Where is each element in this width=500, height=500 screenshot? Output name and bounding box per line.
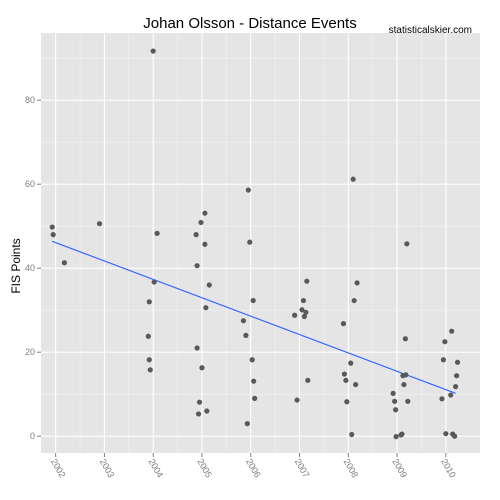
data-point xyxy=(390,390,396,396)
data-point xyxy=(251,378,257,384)
data-point xyxy=(199,365,205,371)
data-point xyxy=(204,408,210,414)
data-point xyxy=(340,321,347,327)
data-point xyxy=(449,328,455,334)
data-point xyxy=(300,297,307,304)
data-point xyxy=(351,297,357,304)
data-point xyxy=(146,299,152,305)
data-point xyxy=(453,373,460,379)
y-axis-label: FIS Points xyxy=(9,238,23,293)
data-point xyxy=(349,431,355,438)
data-point xyxy=(203,305,209,311)
x-tick-label: 2008 xyxy=(342,457,361,479)
data-point xyxy=(348,360,354,366)
chart-title: Johan Olsson - Distance Events xyxy=(143,15,356,32)
data-point xyxy=(250,297,256,304)
data-point xyxy=(244,421,250,427)
data-point xyxy=(194,263,200,269)
data-point xyxy=(49,224,55,230)
data-point xyxy=(292,312,298,318)
data-point xyxy=(452,433,458,439)
data-point xyxy=(403,372,409,378)
data-point xyxy=(193,232,199,238)
data-point xyxy=(443,431,449,437)
y-tick-label: 60 xyxy=(25,179,35,189)
data-point xyxy=(301,313,307,320)
data-point xyxy=(249,357,255,363)
trend-line xyxy=(52,240,456,394)
y-tick-label: 20 xyxy=(25,347,35,357)
data-point xyxy=(206,282,212,288)
data-point xyxy=(399,431,405,437)
x-axis-ticks: 2002 2003 2004 2005 2006 2007 2008 2009 2010 xyxy=(49,453,458,479)
y-tick-label: 0 xyxy=(30,431,35,441)
data-point xyxy=(393,407,399,413)
data-point xyxy=(202,210,208,216)
x-tick-label: 2007 xyxy=(293,457,312,479)
data-point xyxy=(195,411,202,417)
data-point xyxy=(353,381,359,388)
data-point xyxy=(344,399,350,405)
plot-panel xyxy=(41,33,480,453)
data-point xyxy=(350,176,356,182)
x-tick-label: 2006 xyxy=(244,457,263,479)
data-point xyxy=(61,260,68,266)
watermark-text: statisticalskier.com xyxy=(389,25,472,36)
data-point xyxy=(146,357,152,363)
data-point xyxy=(147,367,153,373)
y-tick-label: 80 xyxy=(25,95,35,105)
data-point xyxy=(454,359,461,365)
data-point xyxy=(401,381,407,388)
data-point xyxy=(245,187,251,193)
data-point xyxy=(247,239,253,245)
data-point xyxy=(252,395,258,401)
trend-line-group xyxy=(52,240,456,394)
data-point xyxy=(448,392,454,398)
y-axis-ticks: 0 20 40 60 80 xyxy=(25,95,41,441)
data-point xyxy=(341,371,347,377)
data-point xyxy=(402,336,408,342)
data-point xyxy=(303,309,309,315)
data-point xyxy=(393,434,399,440)
x-tick-label: 2003 xyxy=(98,457,117,479)
data-point xyxy=(50,232,56,238)
data-point xyxy=(240,318,247,324)
data-point xyxy=(145,333,151,339)
data-point xyxy=(151,279,157,285)
data-point xyxy=(439,396,445,402)
data-point xyxy=(304,278,310,284)
data-point xyxy=(196,399,203,405)
data-point xyxy=(243,332,249,338)
x-tick-label: 2002 xyxy=(49,457,68,479)
data-point xyxy=(453,384,459,390)
data-point xyxy=(198,219,204,226)
data-point xyxy=(442,339,448,345)
x-tick-label: 2010 xyxy=(439,457,458,479)
data-point xyxy=(202,241,208,247)
data-point xyxy=(294,397,300,403)
data-point xyxy=(354,280,360,286)
data-point xyxy=(305,377,311,383)
y-tick-label: 40 xyxy=(25,263,35,273)
data-point xyxy=(440,357,447,363)
data-point xyxy=(405,398,411,404)
data-points xyxy=(49,48,461,440)
data-point xyxy=(404,241,410,247)
data-point xyxy=(96,221,103,227)
x-tick-label: 2005 xyxy=(195,457,214,479)
data-point xyxy=(343,377,349,383)
data-point xyxy=(299,307,305,313)
x-tick-label: 2004 xyxy=(146,457,165,479)
x-tick-label: 2009 xyxy=(390,457,409,479)
data-point xyxy=(392,398,398,404)
data-point xyxy=(150,48,156,54)
data-point xyxy=(194,345,200,351)
data-point xyxy=(154,230,160,236)
